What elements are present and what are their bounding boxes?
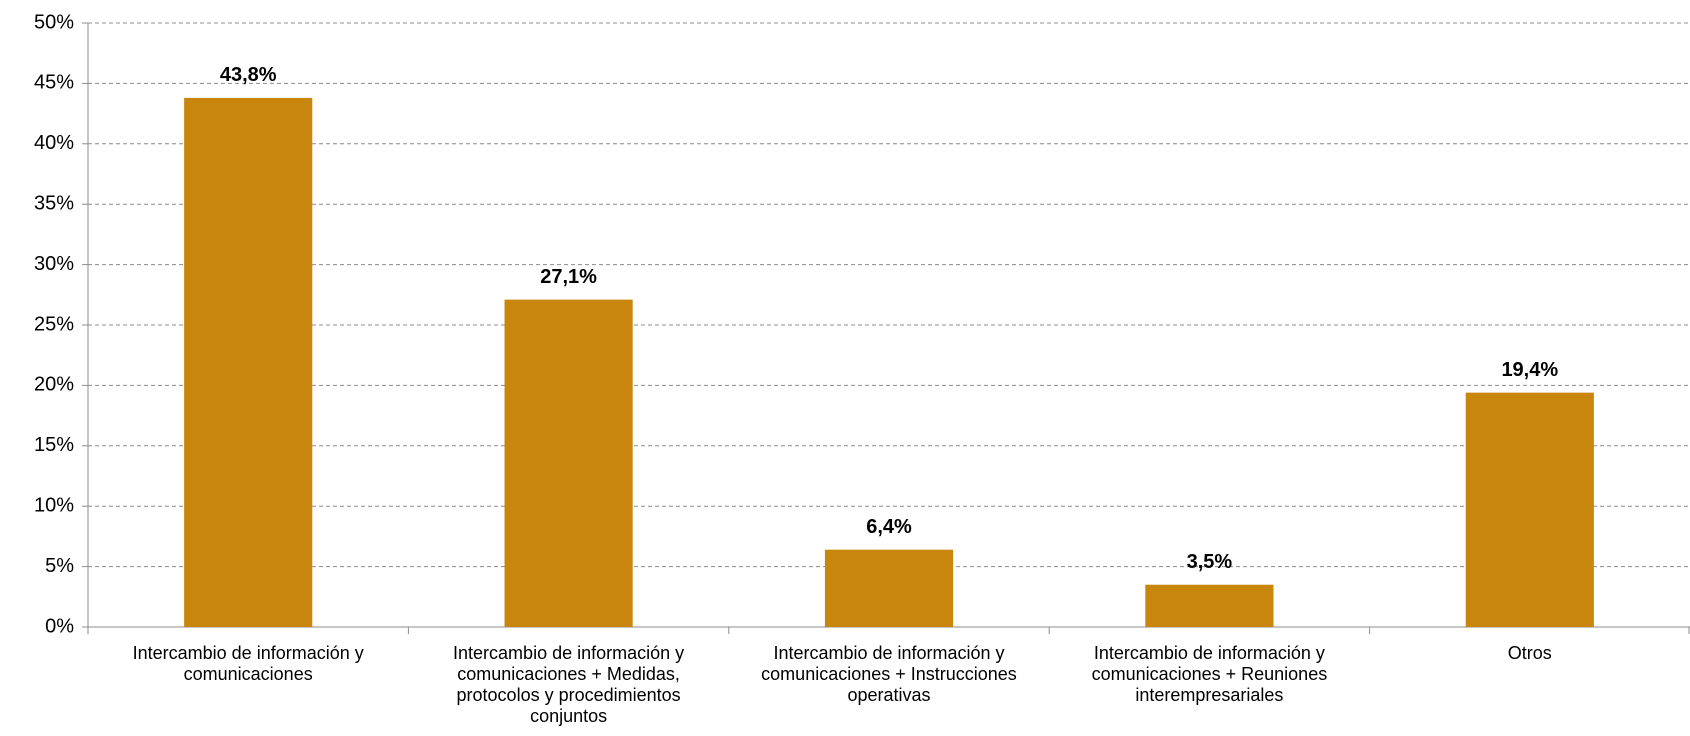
bar	[1145, 584, 1274, 627]
bar	[504, 299, 633, 627]
value-label: 6,4%	[866, 516, 912, 538]
y-tick-label: 0%	[45, 615, 74, 637]
x-tick-label: Intercambio de información y comunicacio…	[1091, 643, 1328, 705]
bar	[1465, 392, 1594, 627]
y-tick-label: 35%	[34, 192, 74, 214]
bar	[184, 97, 313, 628]
value-label: 27,1%	[540, 266, 597, 288]
x-tick-label: Intercambio de información y comunicacio…	[453, 643, 685, 726]
y-tick-label: 10%	[34, 494, 74, 516]
x-tick-label: Intercambio de información y comunicacio…	[761, 643, 1017, 705]
bar	[824, 549, 954, 627]
x-tick-label: Otros	[1507, 643, 1552, 663]
y-tick-label: 15%	[34, 434, 74, 456]
y-tick-label: 20%	[34, 374, 74, 396]
value-label: 3,5%	[1187, 551, 1233, 573]
y-tick-label: 5%	[45, 555, 74, 577]
y-tick-label: 50%	[34, 11, 74, 33]
value-label: 43,8%	[220, 64, 277, 86]
y-tick-label: 25%	[34, 313, 74, 335]
value-label: 19,4%	[1501, 359, 1558, 381]
y-tick-label: 30%	[34, 253, 74, 275]
y-tick-label: 40%	[34, 132, 74, 154]
y-tick-label: 45%	[34, 72, 74, 94]
x-tick-label: Intercambio de información y comunicacio…	[132, 643, 364, 684]
